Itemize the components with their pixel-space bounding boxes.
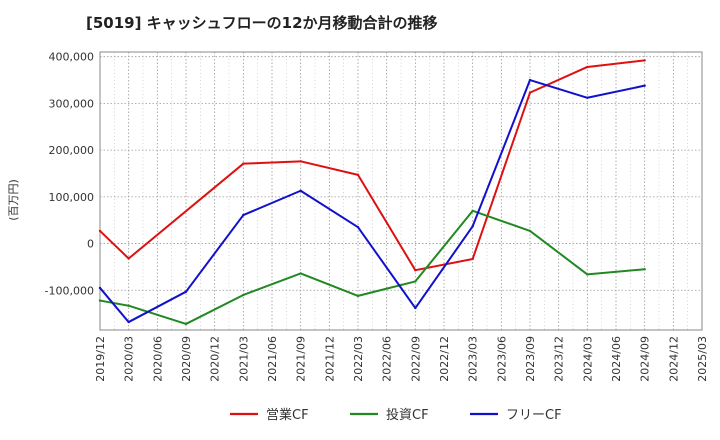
data-point	[127, 304, 130, 307]
series-1	[98, 59, 646, 272]
y-axis-label: (百万円)	[7, 179, 20, 221]
x-tick-label: 2020/09	[180, 336, 193, 382]
x-tick-label: 2023/03	[467, 336, 480, 382]
data-point	[299, 272, 302, 275]
data-point	[184, 322, 188, 326]
data-point	[356, 226, 360, 229]
x-tick-label: 2022/03	[352, 336, 365, 382]
x-tick-label: 2022/09	[409, 336, 422, 382]
data-point	[242, 293, 245, 297]
x-tick-label: 2021/09	[295, 336, 308, 382]
data-point	[127, 257, 130, 260]
legend-label-2: 投資CF	[386, 407, 429, 423]
data-point	[528, 91, 532, 94]
data-point	[414, 268, 417, 272]
data-point	[299, 160, 302, 163]
y-tick-label: 400,000	[49, 51, 95, 64]
x-tick-label: 2020/03	[123, 336, 136, 382]
data-point	[242, 162, 245, 165]
data-point	[528, 78, 532, 82]
data-point	[98, 286, 102, 290]
y-tick-label: -100,000	[45, 284, 94, 297]
series-3	[98, 78, 646, 324]
x-tick-label: 2021/06	[266, 336, 279, 382]
y-tick-label: 0	[87, 238, 94, 251]
data-point	[528, 229, 532, 233]
y-axis: 400,000 300,000 200,000 100,000 0 -100,000	[45, 51, 94, 298]
y-tick-label: 200,000	[49, 144, 95, 157]
x-tick-label: 2024/03	[581, 336, 594, 382]
data-point	[471, 257, 474, 261]
legend-label-3: フリーCF	[506, 408, 562, 423]
data-point	[242, 213, 245, 217]
x-axis: 2019/12 2020/03 2020/06 2020/09 2020/12 2021/…	[94, 336, 709, 382]
x-tick-label: 2024/12	[667, 336, 680, 382]
legend: 営業CF 投資CF フリーCF	[230, 407, 562, 423]
x-tick-label: 2025/03	[696, 336, 709, 382]
x-tick-label: 2023/12	[553, 336, 566, 382]
x-tick-label: 2024/09	[639, 336, 652, 382]
data-point	[414, 280, 417, 283]
data-point	[414, 306, 417, 310]
series-2	[98, 209, 646, 326]
x-tick-label: 2024/06	[610, 336, 623, 382]
chart-title: [5019] キャッシュフローの12か月移動合計の推移	[86, 14, 438, 32]
data-point	[643, 268, 646, 271]
series-line-1	[99, 59, 645, 272]
data-point	[586, 96, 589, 99]
x-tick-label: 2020/06	[151, 336, 164, 382]
data-point	[586, 273, 589, 276]
data-point	[184, 290, 188, 293]
data-point	[643, 84, 646, 87]
x-tick-label: 2023/06	[495, 336, 508, 382]
legend-label-1: 営業CF	[266, 407, 309, 423]
y-tick-label: 300,000	[49, 97, 95, 110]
data-point	[471, 209, 474, 213]
x-tick-label: 2019/12	[94, 336, 107, 382]
x-tick-label: 2023/09	[524, 336, 537, 382]
data-point	[356, 294, 360, 298]
x-tick-label: 2021/03	[237, 336, 250, 382]
data-point	[643, 59, 646, 62]
data-point	[299, 189, 302, 192]
series-layer	[98, 59, 646, 326]
plot-area	[99, 51, 703, 331]
data-point	[586, 65, 589, 69]
x-tick-label: 2021/12	[323, 336, 336, 382]
x-tick-label: 2020/12	[209, 336, 222, 382]
data-point	[98, 299, 102, 302]
data-point	[98, 229, 102, 233]
y-tick-label: 100,000	[49, 191, 95, 204]
data-point	[356, 173, 360, 177]
series-line-3	[99, 79, 645, 324]
data-point	[471, 225, 474, 228]
x-tick-label: 2022/12	[438, 336, 451, 382]
data-point	[127, 320, 130, 324]
x-tick-label: 2022/06	[381, 336, 394, 382]
